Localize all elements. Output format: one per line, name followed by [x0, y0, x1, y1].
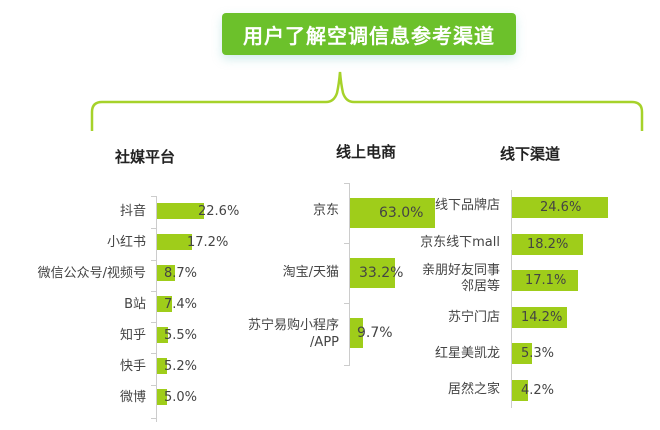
bar-label: 苏宁门店: [447, 310, 500, 325]
bar-label-line2: 邻居等: [460, 279, 500, 294]
bar-value: 17.1%: [525, 273, 567, 288]
bar-value: 5.2%: [164, 359, 198, 374]
bar: [350, 318, 363, 348]
bar: [512, 234, 583, 255]
bar-value: 5.0%: [164, 390, 198, 405]
bar-label: 快手: [119, 359, 146, 374]
bar: [512, 197, 608, 218]
bar-label: 居然之家: [447, 382, 500, 397]
axis-tick: [151, 196, 156, 197]
bar-value: 24.6%: [540, 200, 582, 215]
bar-value: 5.5%: [164, 328, 198, 343]
bar-label: 亲朋好友同事: [421, 263, 500, 278]
axis-tick: [151, 418, 156, 419]
bar: [350, 198, 435, 228]
bar-value: 22.6%: [198, 204, 240, 219]
axis-tick: [151, 260, 156, 261]
bar: [157, 234, 192, 250]
axis-tick: [344, 243, 349, 244]
bar: [157, 265, 175, 281]
axis-tick: [151, 322, 156, 323]
axis-tick: [344, 365, 349, 366]
bar: [512, 343, 532, 364]
bar-label: 抖音: [119, 204, 146, 219]
axis-social: [156, 196, 157, 422]
bar: [512, 270, 578, 291]
chart-title: 用户了解空调信息参考渠道: [243, 23, 495, 48]
bar-label: B站: [124, 297, 146, 312]
bar: [350, 258, 395, 288]
bar-value: 18.2%: [527, 237, 569, 252]
bar: [512, 307, 567, 328]
bar-value: 63.0%: [379, 205, 424, 221]
bar-label: 苏宁易购小程序: [247, 318, 339, 333]
axis-tick: [151, 291, 156, 292]
bar: [512, 380, 528, 401]
bar-label: 京东线下mall: [420, 235, 500, 250]
axis-ecommerce: [349, 183, 350, 366]
bar: [157, 389, 167, 405]
bar-value: 8.7%: [164, 266, 198, 281]
axis-tick: [151, 353, 156, 354]
axis-tick: [151, 385, 156, 386]
axis-tick: [344, 183, 349, 184]
panel-title-social: 社媒平台: [115, 148, 176, 166]
bar: [157, 203, 204, 219]
bar-label: 微信公众号/视频号: [37, 266, 146, 281]
bar: [157, 296, 172, 312]
bar-value: 4.2%: [521, 383, 555, 398]
bar: [157, 358, 167, 374]
grouping-brace-icon: [90, 71, 644, 131]
panel-title-offline: 线下渠道: [500, 145, 561, 163]
axis-offline: [511, 190, 512, 408]
bar-label-line2: /APP: [310, 335, 339, 350]
bar-label: 红星美凯龙: [434, 346, 500, 361]
bar-value: 33.2%: [359, 265, 404, 281]
bar-value: 5.3%: [521, 346, 555, 361]
bar-label: 淘宝/天猫: [282, 265, 339, 280]
bar-label: 微博: [119, 390, 146, 405]
bar-label: 线下品牌店: [434, 198, 500, 213]
bar-label: 小红书: [106, 235, 146, 250]
bar-value: 14.2%: [521, 310, 563, 325]
axis-tick: [344, 303, 349, 304]
bar-value: 17.2%: [187, 235, 229, 250]
axis-tick: [151, 228, 156, 229]
bar-value: 7.4%: [164, 297, 198, 312]
chart-title-banner: 用户了解空调信息参考渠道: [222, 13, 516, 55]
bar-label: 京东: [312, 203, 339, 218]
bar-value: 9.7%: [357, 325, 393, 341]
bar-label: 知乎: [119, 328, 146, 343]
panel-title-ecommerce: 线上电商: [336, 143, 397, 161]
bar: [157, 327, 168, 343]
